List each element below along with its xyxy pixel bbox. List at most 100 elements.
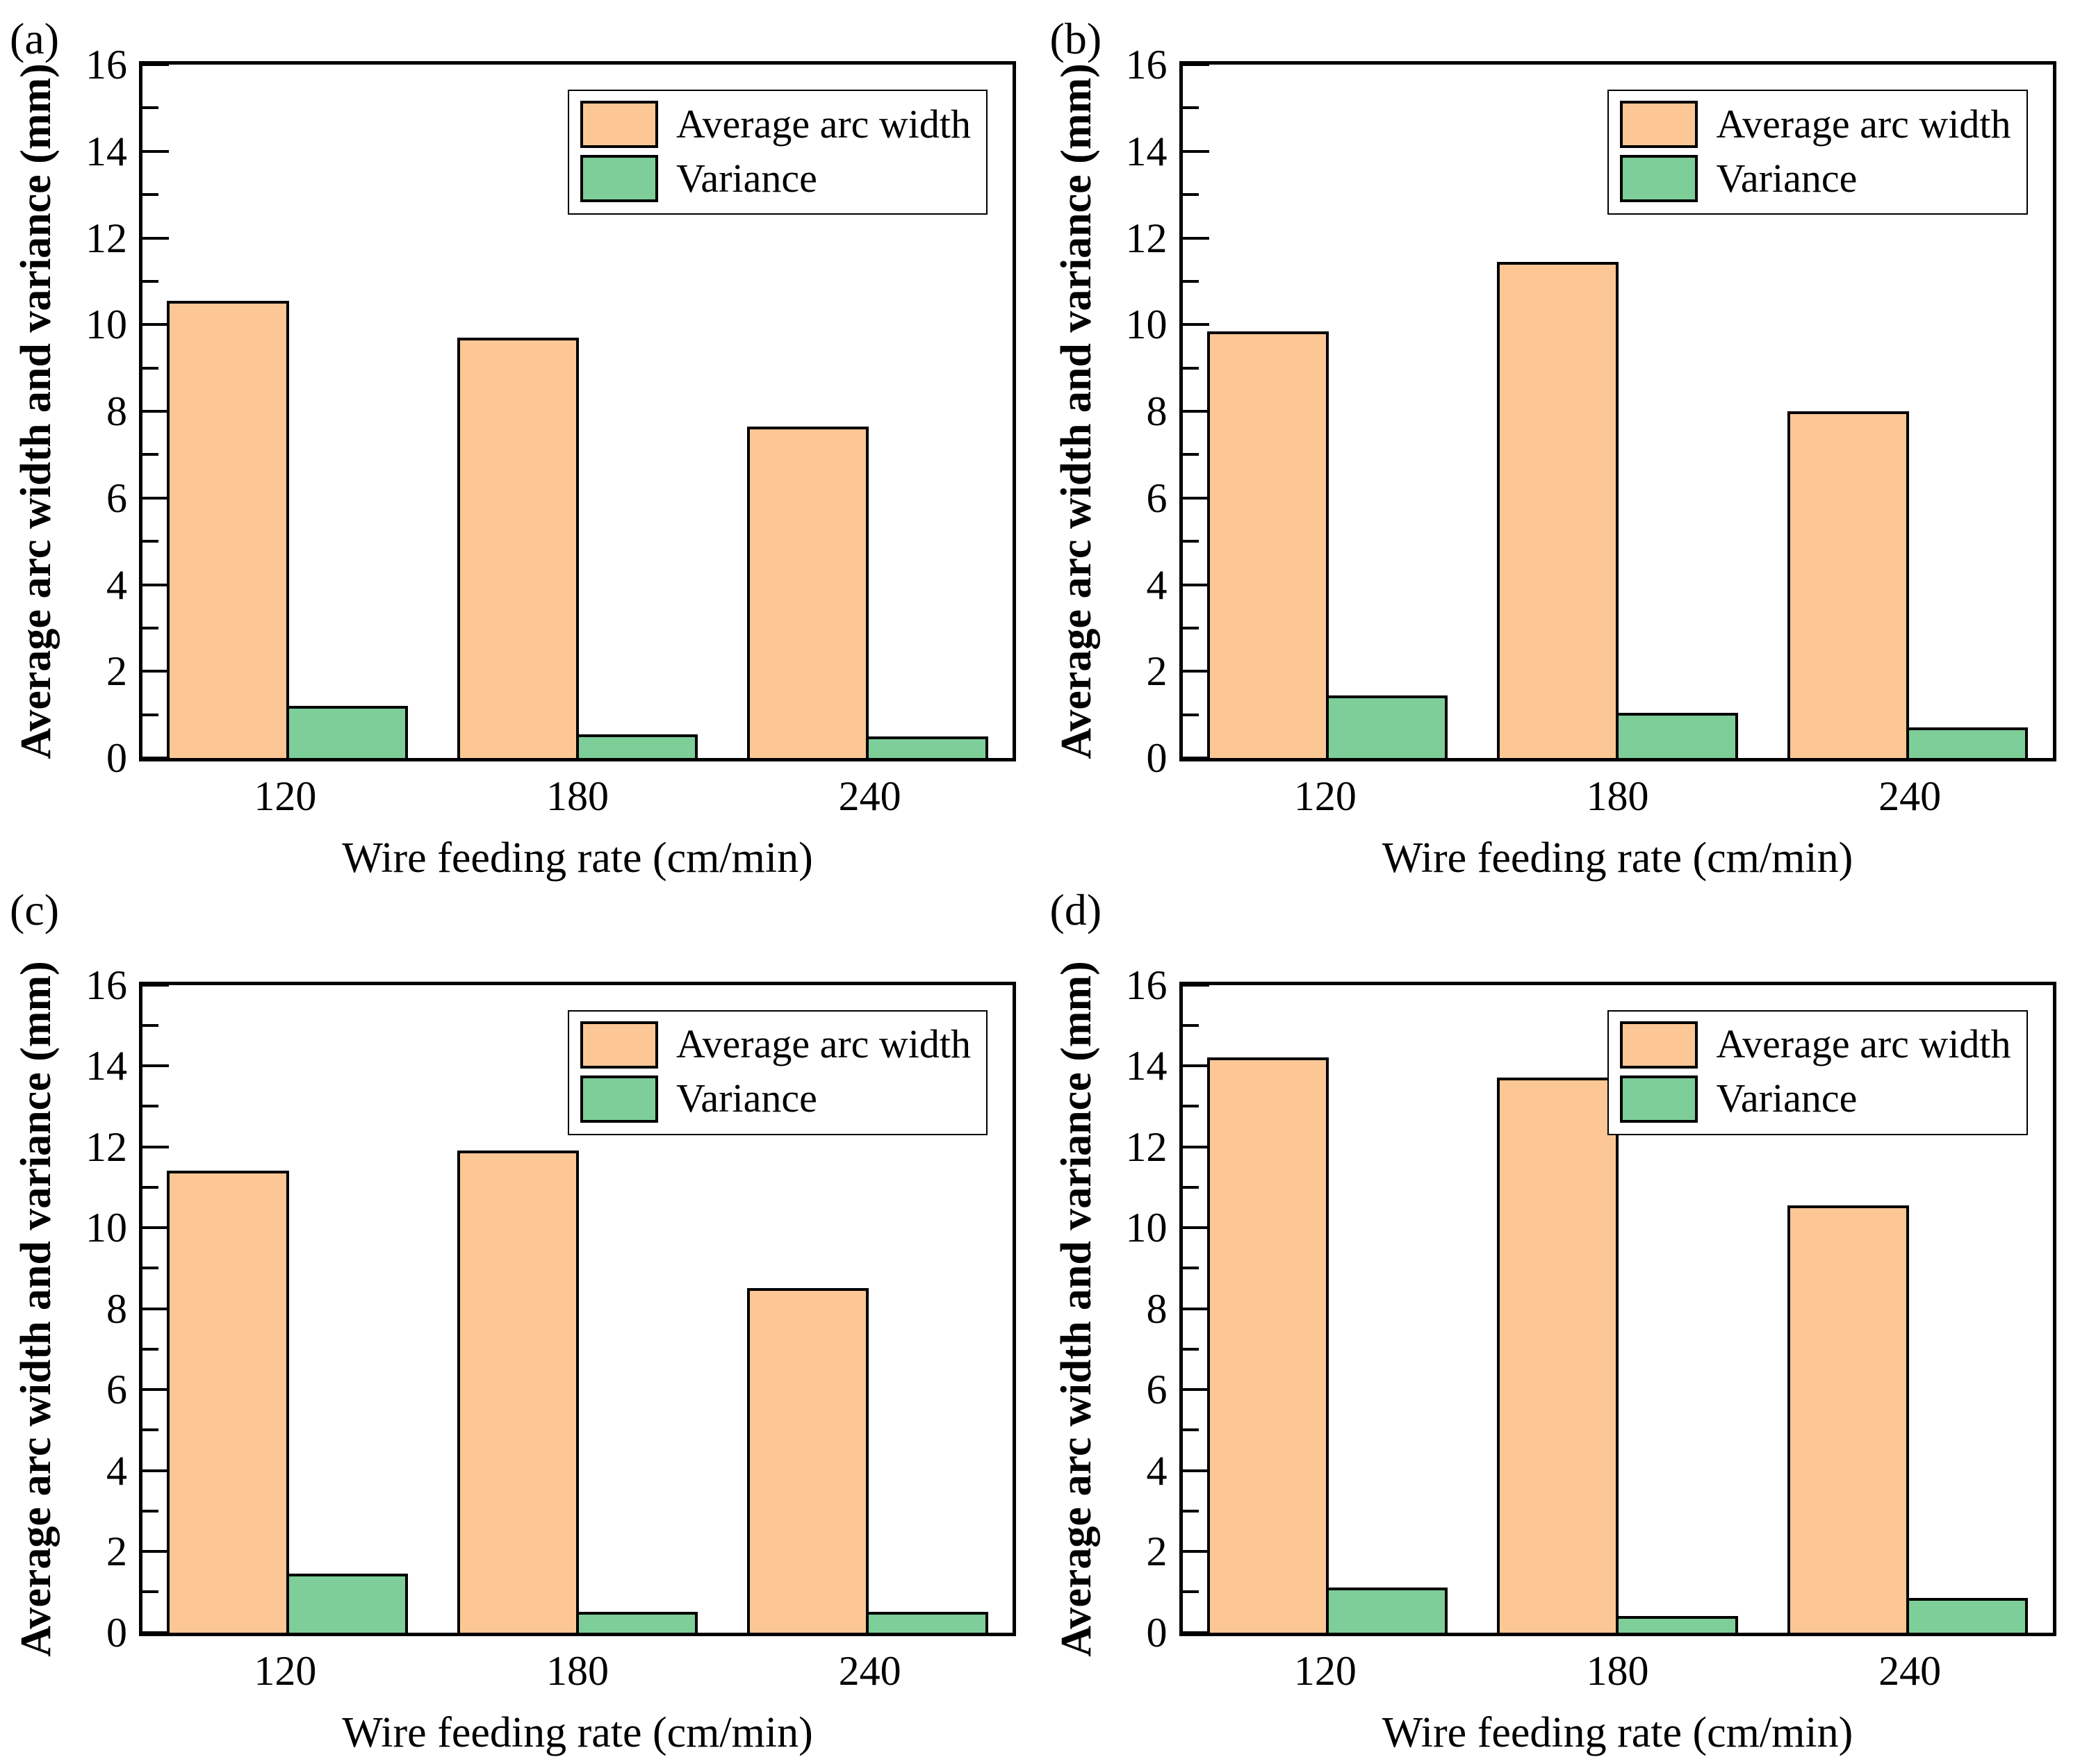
chart-panel-a: (a) Average arc width and variance (mm) 0 2… bbox=[0, 0, 1040, 882]
legend-row: Variance bbox=[580, 155, 971, 202]
y-major-tick bbox=[1182, 1226, 1209, 1229]
y-tick-label: 4 bbox=[1146, 1447, 1168, 1494]
y-tick-label: 0 bbox=[1146, 735, 1168, 781]
y-minor-tick bbox=[1182, 1105, 1199, 1108]
y-tick-label: 6 bbox=[106, 475, 127, 521]
bar-variance-120 bbox=[286, 706, 408, 758]
category-slot-180 bbox=[432, 985, 722, 1633]
y-tick-label: 14 bbox=[85, 1043, 127, 1089]
legend-row: Average arc width bbox=[1620, 1021, 2011, 1069]
legend-row: Average arc width bbox=[580, 1021, 971, 1069]
y-tick-label: 12 bbox=[85, 215, 127, 261]
category-slot-180 bbox=[1473, 65, 1762, 758]
chart-panel-d: (d) Average arc width and variance (mm) 0 2… bbox=[1040, 882, 2080, 1764]
y-major-tick bbox=[142, 149, 169, 153]
y-tick-label: 0 bbox=[1146, 1609, 1168, 1656]
y-tick-label: 14 bbox=[85, 128, 127, 174]
y-minor-tick bbox=[1182, 1509, 1199, 1512]
y-minor-tick bbox=[1182, 1347, 1199, 1351]
category-slot-180 bbox=[432, 65, 722, 758]
chart-panel-c: (c) Average arc width and variance (mm) 0 2… bbox=[0, 882, 1040, 1764]
x-tick-label-120: 120 bbox=[1293, 1647, 1357, 1694]
legend-a: Average arc width Variance bbox=[567, 90, 988, 215]
legend-swatch-arc-width bbox=[580, 1021, 658, 1069]
y-major-tick bbox=[142, 1469, 169, 1472]
x-tick-label-120: 120 bbox=[254, 1647, 317, 1694]
y-tick-label: 4 bbox=[1146, 561, 1168, 608]
y-minor-tick bbox=[142, 1267, 158, 1270]
y-minor-tick bbox=[142, 279, 158, 283]
y-minor-tick bbox=[142, 626, 158, 629]
bar-arc-width-180 bbox=[457, 337, 579, 758]
y-tick-label: 8 bbox=[106, 1285, 127, 1332]
y-tick-label: 4 bbox=[106, 561, 127, 608]
bar-arc-width-120 bbox=[1206, 331, 1329, 758]
chart-panel-b: (b) Average arc width and variance (mm) 0 2… bbox=[1040, 0, 2080, 882]
y-tick-label: 4 bbox=[106, 1447, 127, 1494]
plot-area-a: 0 2 4 6 8 10 12 14 16 Average arc width Variance bbox=[85, 44, 1016, 779]
x-tick-label-240: 240 bbox=[1878, 1647, 1942, 1694]
legend-label: Variance bbox=[675, 155, 817, 201]
x-tick-label-120: 120 bbox=[254, 773, 317, 819]
legend-row: Variance bbox=[580, 1075, 971, 1123]
bar-variance-180 bbox=[1616, 712, 1738, 758]
x-tick-label-240: 240 bbox=[1878, 773, 1942, 819]
y-major-tick bbox=[142, 1550, 169, 1553]
legend-d: Average arc width Variance bbox=[1607, 1009, 2028, 1135]
bar-variance-180 bbox=[575, 734, 698, 758]
y-minor-tick bbox=[1182, 366, 1199, 370]
bar-variance-240 bbox=[866, 1612, 988, 1633]
legend-label: Average arc width bbox=[1716, 1021, 2011, 1067]
y-tick-label: 0 bbox=[106, 1609, 127, 1656]
legend-swatch-arc-width bbox=[1620, 101, 1698, 148]
bar-arc-width-240 bbox=[1787, 411, 1909, 758]
y-minor-tick bbox=[1182, 1590, 1199, 1594]
y-major-tick bbox=[142, 63, 169, 66]
y-tick-label: 6 bbox=[106, 1367, 127, 1412]
category-slot-120 bbox=[142, 985, 432, 1633]
y-major-tick bbox=[1182, 757, 1209, 759]
y-minor-tick bbox=[1182, 453, 1199, 456]
y-minor-tick bbox=[142, 1023, 158, 1027]
bar-arc-width-240 bbox=[1787, 1205, 1909, 1633]
y-major-tick bbox=[142, 583, 169, 586]
y-tick-label: 10 bbox=[85, 302, 127, 348]
y-tick-label: 2 bbox=[106, 1528, 127, 1574]
panel-letter-b: (b) bbox=[1049, 14, 1102, 63]
y-minor-tick bbox=[1182, 193, 1199, 197]
legend-swatch-variance bbox=[580, 155, 658, 202]
y-major-tick bbox=[142, 1226, 169, 1229]
legend-label: Average arc width bbox=[675, 1021, 971, 1067]
y-tick-label: 8 bbox=[106, 388, 127, 434]
legend-swatch-variance bbox=[580, 1075, 658, 1123]
y-major-tick bbox=[1182, 583, 1209, 586]
legend-swatch-arc-width bbox=[1620, 1021, 1698, 1069]
y-minor-tick bbox=[1182, 713, 1199, 716]
y-tick-label: 6 bbox=[1146, 475, 1168, 521]
y-tick-label: 10 bbox=[85, 1205, 127, 1251]
x-tick-label-180: 180 bbox=[546, 773, 609, 819]
y-minor-tick bbox=[142, 1105, 158, 1108]
legend-swatch-variance bbox=[1620, 1075, 1698, 1123]
y-major-tick bbox=[142, 236, 169, 240]
y-minor-tick bbox=[142, 540, 158, 543]
y-minor-tick bbox=[1182, 1428, 1199, 1432]
y-tick-label: 16 bbox=[85, 962, 127, 1008]
x-tick-label-240: 240 bbox=[838, 773, 901, 819]
y-major-tick bbox=[1182, 1388, 1209, 1391]
legend-row: Average arc width bbox=[580, 101, 971, 148]
bar-variance-180 bbox=[1616, 1616, 1738, 1633]
y-major-tick bbox=[142, 1388, 169, 1391]
y-tick-label: 16 bbox=[1125, 42, 1168, 88]
legend-c: Average arc width Variance bbox=[567, 1009, 988, 1135]
x-tick-label-240: 240 bbox=[838, 1647, 901, 1694]
plot-area-b: 0 2 4 6 8 10 12 14 16 Average arc width Variance bbox=[1126, 44, 2056, 779]
y-major-tick bbox=[1182, 323, 1209, 327]
y-tick-label: 2 bbox=[106, 648, 127, 695]
y-tick-label: 0 bbox=[106, 735, 127, 781]
y-tick-label: 2 bbox=[1146, 648, 1168, 695]
category-slot-180 bbox=[1473, 985, 1762, 1633]
y-minor-tick bbox=[142, 1185, 158, 1189]
y-minor-tick bbox=[142, 1509, 158, 1512]
